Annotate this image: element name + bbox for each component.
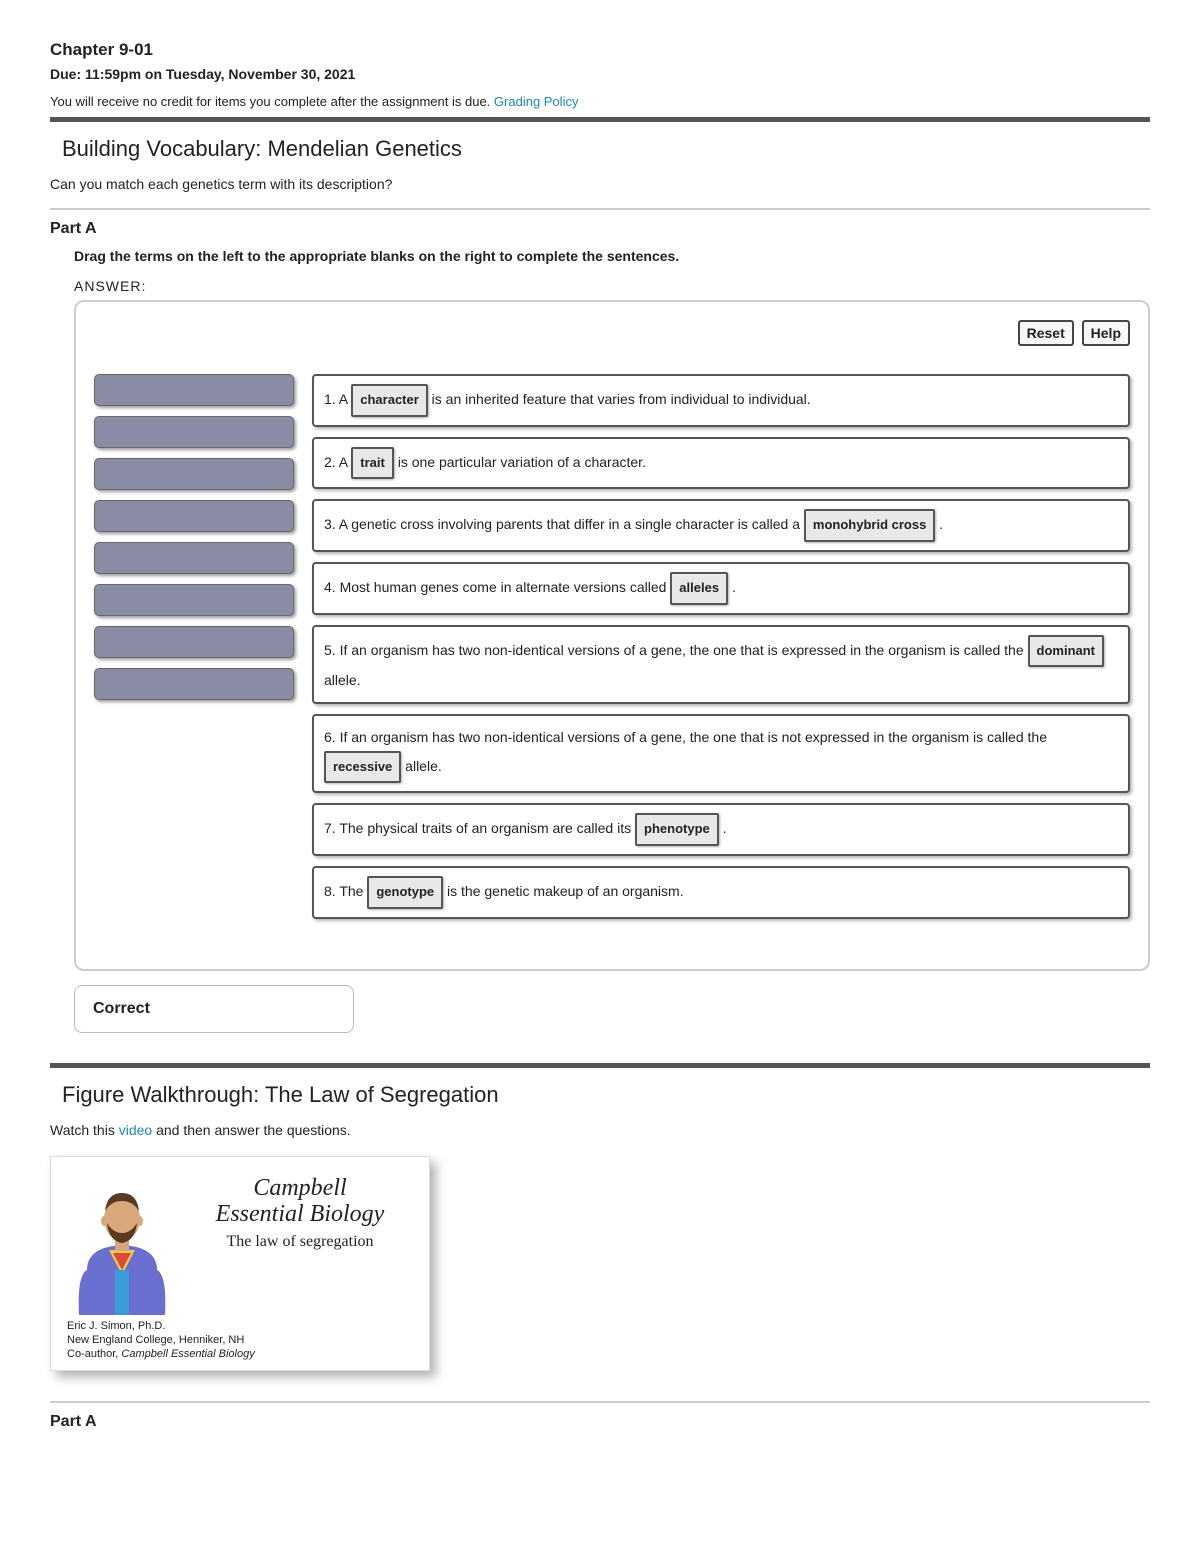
credit-pre: Co-author, <box>67 1348 121 1360</box>
sentence-post: allele. <box>401 758 441 774</box>
drag-source-slot[interactable] <box>94 458 294 490</box>
term-chip[interactable]: monohybrid cross <box>804 509 935 542</box>
sentence-post: is the genetic makeup of an organism. <box>443 883 683 899</box>
section-prompt: Can you match each genetics term with it… <box>50 176 1150 192</box>
sentence-pre: 7. The physical traits of an organism ar… <box>324 820 635 836</box>
sentence-pre: 2. A <box>324 454 351 470</box>
drag-source-slot[interactable] <box>94 584 294 616</box>
divider <box>50 1401 1150 1403</box>
sentence-pre: 3. A genetic cross involving parents tha… <box>324 516 804 532</box>
help-button[interactable]: Help <box>1082 320 1130 346</box>
sentence-post: . <box>719 820 727 836</box>
part-label: Part A <box>50 1413 1150 1431</box>
video-title-line1: Campbell <box>187 1175 413 1201</box>
sentence-row[interactable]: 1. A character is an inherited feature t… <box>312 374 1130 427</box>
grading-policy-link[interactable]: Grading Policy <box>494 94 579 109</box>
sentence-post: . <box>935 516 943 532</box>
feedback-box: Correct <box>74 985 354 1033</box>
term-chip[interactable]: dominant <box>1028 635 1105 668</box>
divider <box>50 1063 1150 1068</box>
term-chip[interactable]: genotype <box>367 876 443 909</box>
sentence-post: is an inherited feature that varies from… <box>428 391 811 407</box>
prompt-pre: Watch this <box>50 1122 119 1138</box>
sentence-pre: 8. The <box>324 883 367 899</box>
presenter-avatar <box>67 1175 177 1315</box>
video-link[interactable]: video <box>119 1122 152 1138</box>
sentence-row[interactable]: 3. A genetic cross involving parents tha… <box>312 499 1130 552</box>
term-chip[interactable]: recessive <box>324 751 401 784</box>
credit-book: Campbell Essential Biology <box>121 1348 254 1360</box>
term-chip[interactable]: alleles <box>670 572 728 605</box>
sentence-row[interactable]: 5. If an organism has two non-identical … <box>312 625 1130 704</box>
video-prompt: Watch this video and then answer the que… <box>50 1122 1150 1138</box>
drag-source-slot[interactable] <box>94 542 294 574</box>
drag-source-slot[interactable] <box>94 416 294 448</box>
sentence-row[interactable]: 2. A trait is one particular variation o… <box>312 437 1130 490</box>
part-label: Part A <box>50 220 1150 238</box>
sentence-pre: 1. A <box>324 391 351 407</box>
video-subtitle: The law of segregation <box>187 1233 413 1251</box>
section-title: Figure Walkthrough: The Law of Segregati… <box>50 1082 1150 1108</box>
sentence-post: . <box>728 579 736 595</box>
answer-box: Reset Help 1. A character is an inherite… <box>74 300 1150 971</box>
sentence-row[interactable]: 8. The genotype is the genetic makeup of… <box>312 866 1130 919</box>
instructions: Drag the terms on the left to the approp… <box>74 248 1150 264</box>
video-card[interactable]: Campbell Essential Biology The law of se… <box>50 1156 430 1371</box>
sentence-pre: 6. If an organism has two non-identical … <box>324 729 1047 745</box>
section-title: Building Vocabulary: Mendelian Genetics <box>50 136 1150 162</box>
video-title-line2: Essential Biology <box>187 1201 413 1227</box>
sentence-row[interactable]: 7. The physical traits of an organism ar… <box>312 803 1130 856</box>
sentence-pre: 5. If an organism has two non-identical … <box>324 642 1028 658</box>
credit-coauthor: Co-author, Campbell Essential Biology <box>67 1347 413 1361</box>
term-chip[interactable]: character <box>351 384 428 417</box>
reset-button[interactable]: Reset <box>1018 320 1074 346</box>
toolbar: Reset Help <box>94 320 1130 346</box>
video-credits: Eric J. Simon, Ph.D. New England College… <box>67 1319 413 1362</box>
sentence-post: is one particular variation of a charact… <box>394 454 646 470</box>
prompt-post: and then answer the questions. <box>152 1122 350 1138</box>
credit-affiliation: New England College, Henniker, NH <box>67 1333 413 1347</box>
drag-source-slot[interactable] <box>94 626 294 658</box>
credit-line: You will receive no credit for items you… <box>50 94 1150 109</box>
drag-source-slot[interactable] <box>94 500 294 532</box>
credit-name: Eric J. Simon, Ph.D. <box>67 1319 413 1333</box>
credit-text: You will receive no credit for items you… <box>50 94 490 109</box>
drag-source-slot[interactable] <box>94 374 294 406</box>
term-chip[interactable]: trait <box>351 447 394 480</box>
answer-label: ANSWER: <box>74 278 1150 294</box>
source-column <box>94 374 294 929</box>
drag-source-slot[interactable] <box>94 668 294 700</box>
target-column: 1. A character is an inherited feature t… <box>312 374 1130 929</box>
divider <box>50 208 1150 210</box>
divider <box>50 117 1150 122</box>
video-text: Campbell Essential Biology The law of se… <box>187 1175 413 1252</box>
sentence-pre: 4. Most human genes come in alternate ve… <box>324 579 670 595</box>
sentence-row[interactable]: 6. If an organism has two non-identical … <box>312 714 1130 793</box>
chapter-title: Chapter 9-01 <box>50 40 1150 60</box>
sentence-row[interactable]: 4. Most human genes come in alternate ve… <box>312 562 1130 615</box>
term-chip[interactable]: phenotype <box>635 813 719 846</box>
due-line: Due: 11:59pm on Tuesday, November 30, 20… <box>50 66 1150 82</box>
sentence-post: allele. <box>324 672 361 688</box>
